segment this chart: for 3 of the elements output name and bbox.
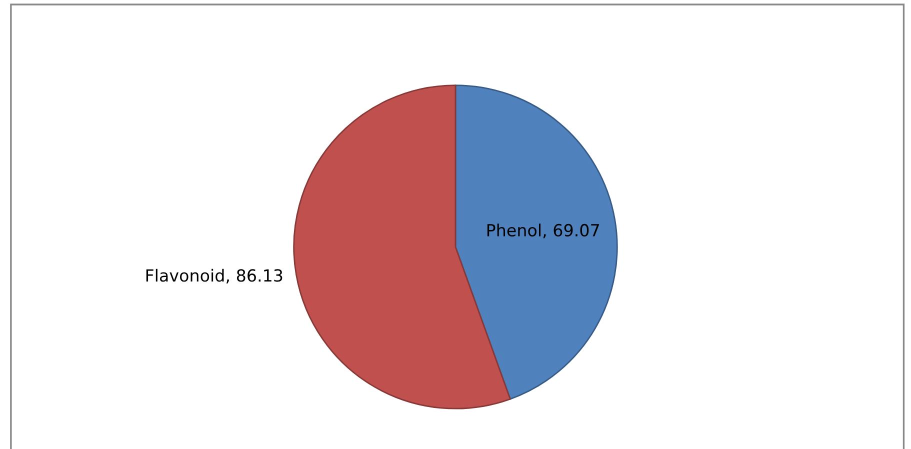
pie-slice (454, 84, 618, 400)
slice-label: Flavonoid, 86.13 (146, 268, 282, 284)
slice-label: Phenol, 69.07 (487, 224, 599, 238)
